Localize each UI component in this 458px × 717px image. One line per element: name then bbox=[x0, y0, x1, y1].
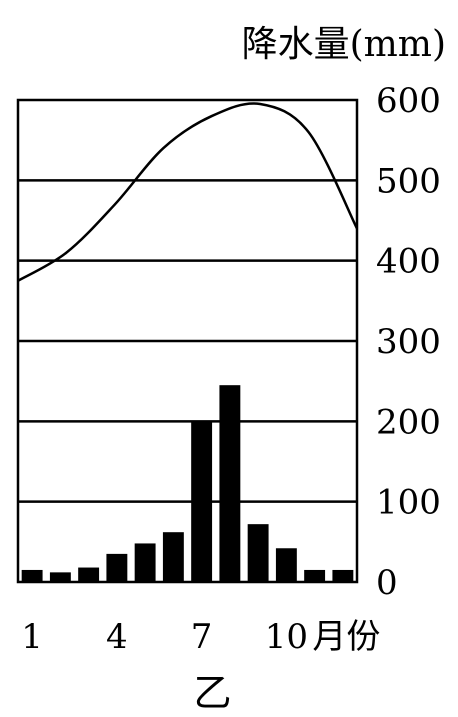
x-tick-labels: 1 4 7 10 bbox=[21, 617, 308, 657]
y-tick-label: 100 bbox=[376, 483, 441, 523]
bar-month-5 bbox=[134, 543, 156, 582]
bar-month-2 bbox=[49, 572, 71, 582]
bar-month-12 bbox=[332, 569, 354, 582]
bar-month-8 bbox=[219, 385, 241, 582]
y-tick-label: 0 bbox=[376, 563, 398, 603]
bar-month-4 bbox=[106, 553, 128, 582]
x-tick-label: 10 bbox=[265, 617, 308, 657]
grid-lines bbox=[18, 179, 357, 503]
bar-month-6 bbox=[162, 532, 184, 582]
bar-month-11 bbox=[304, 569, 326, 582]
bar-month-7 bbox=[191, 421, 213, 582]
y-tick-label: 500 bbox=[376, 161, 441, 201]
y-tick-labels: 0 100 200 300 400 500 600 bbox=[376, 81, 441, 603]
y-tick-label: 600 bbox=[376, 81, 441, 121]
y-axis-label: 降水量(mm) bbox=[242, 24, 446, 65]
chart-title: 乙 bbox=[193, 671, 231, 715]
bar-month-3 bbox=[78, 567, 100, 582]
bar-series bbox=[21, 385, 354, 582]
plot-frame bbox=[16, 98, 359, 584]
y-tick-label: 200 bbox=[376, 402, 441, 442]
line-series bbox=[17, 102, 359, 282]
y-tick-label: 400 bbox=[376, 242, 441, 282]
bar-month-9 bbox=[247, 524, 269, 582]
x-tick-label: 4 bbox=[106, 617, 128, 657]
y-tick-label: 300 bbox=[376, 322, 441, 362]
x-tick-label: 7 bbox=[191, 617, 213, 657]
bar-month-10 bbox=[275, 548, 297, 582]
x-axis-unit: 月份 bbox=[312, 617, 380, 657]
bar-month-1 bbox=[21, 569, 43, 582]
x-tick-label: 1 bbox=[21, 617, 43, 657]
